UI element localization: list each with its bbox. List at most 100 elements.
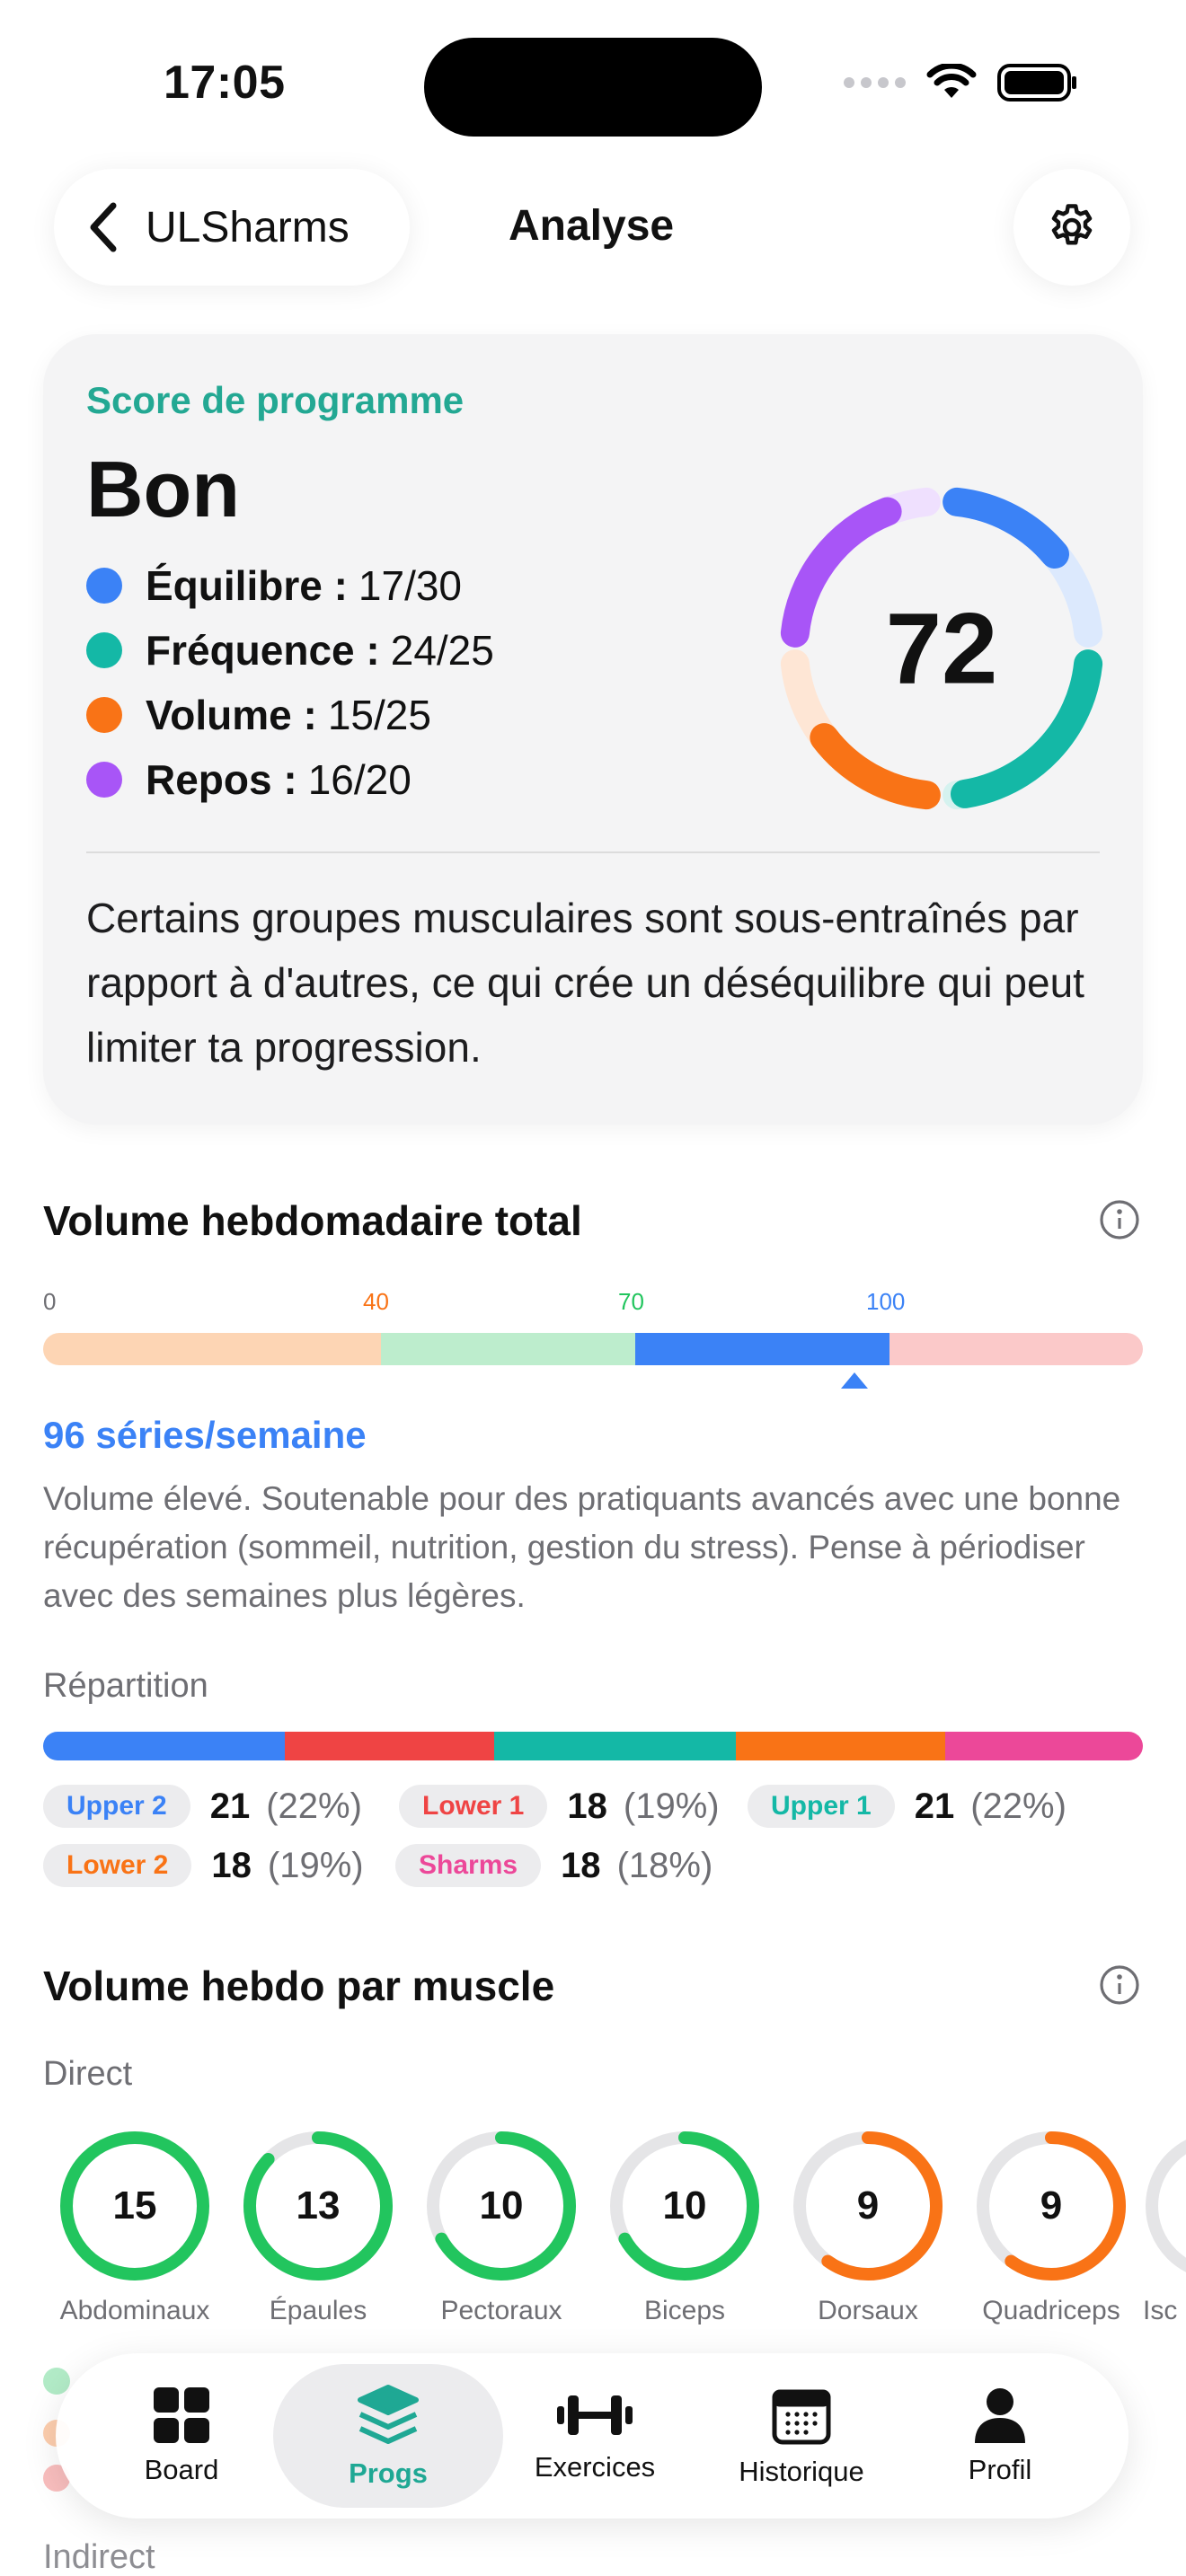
distribution-count: 18 [567, 1786, 607, 1826]
donut-segment [950, 649, 1103, 808]
distribution-count: 18 [211, 1845, 252, 1885]
score-donut-chart: 72 [780, 487, 1103, 810]
calendar-icon [772, 2389, 831, 2445]
distribution-item-upper-2: Upper 2 21 (22%) [43, 1782, 362, 1831]
weekly-volume-title: Volume hebdomadaire total [43, 1197, 582, 1244]
tab-bar: Board Progs Exercices Historique [56, 2353, 1128, 2519]
criteria-name: Repos : [146, 756, 297, 803]
settings-button[interactable] [1013, 169, 1130, 286]
tab-label: Board [144, 2454, 219, 2485]
muscle-name: Isc [1143, 2296, 1178, 2325]
distribution-percent: (19%) [623, 1786, 720, 1826]
indirect-label: Indirect [43, 2538, 155, 2576]
tab-board[interactable]: Board [101, 2364, 262, 2508]
ring-track [1146, 2139, 1186, 2272]
muscle-progress-ring: 9 [791, 2129, 945, 2283]
program-chip: Upper 1 [748, 1785, 895, 1828]
distribution-count: 18 [561, 1845, 601, 1885]
scale-segment-high [635, 1333, 890, 1365]
muscle-rings-row[interactable]: 15 Abdominaux 13 Épaules 10 Pectoraux 10… [43, 2129, 1186, 2335]
muscle-name: Pectoraux [440, 2296, 562, 2325]
muscle-ring-item[interactable]: 10 Pectoraux [410, 2129, 593, 2326]
tab-profil[interactable]: Profil [924, 2364, 1076, 2508]
page-title: Analyse [509, 202, 675, 250]
score-criteria-list: Équilibre : 17/30 Fréquence : 24/25 Volu… [86, 553, 494, 812]
person-icon [975, 2388, 1025, 2443]
back-button-label: ULSharms [146, 203, 350, 251]
score-card-label: Score de programme [86, 379, 465, 421]
distribution-percent: (22%) [266, 1786, 362, 1826]
program-chip: Lower 2 [43, 1844, 192, 1887]
direct-label: Direct [43, 2055, 133, 2093]
volume-marker [841, 1372, 868, 1389]
muscle-ring-item[interactable]: 9 Dorsaux [776, 2129, 960, 2326]
muscle-value: 10 [662, 2183, 707, 2228]
ring-progress [435, 2131, 576, 2280]
info-icon[interactable] [1098, 1963, 1141, 2007]
info-icon[interactable] [1098, 1198, 1141, 1241]
criteria-value: 17/30 [358, 562, 463, 609]
scale-tick-100: 100 [866, 1288, 906, 1315]
muscle-ring-item[interactable]: 13 Épaules [226, 2129, 410, 2326]
legend-row-faded [43, 2368, 70, 2395]
dynamic-island [424, 38, 762, 137]
muscle-ring-item[interactable]: 15 Abdominaux [43, 2129, 226, 2326]
tab-progs[interactable]: Progs [273, 2364, 503, 2508]
muscle-value: 13 [296, 2183, 341, 2228]
muscle-name: Épaules [269, 2296, 367, 2325]
score-description: Certains groupes musculaires sont sous-e… [86, 895, 1084, 1071]
muscle-progress-ring [1143, 2129, 1186, 2283]
ring-progress [243, 2131, 393, 2280]
scale-segment-low [43, 1333, 381, 1365]
criteria-dot [86, 762, 122, 798]
ring-progress [821, 2131, 943, 2280]
muscle-name: Biceps [643, 2296, 726, 2325]
donut-segment [780, 497, 902, 648]
muscle-progress-ring: 13 [241, 2129, 395, 2283]
criteria-frequence: Fréquence : 24/25 [86, 618, 494, 683]
cellular-signal-icon [844, 77, 906, 88]
muscle-progress-ring: 9 [974, 2129, 1128, 2283]
criteria-repos: Repos : 16/20 [86, 747, 494, 812]
ring-progress [1005, 2131, 1126, 2280]
ring-progress [618, 2131, 759, 2280]
tab-exercices[interactable]: Exercices [505, 2364, 685, 2508]
donut-segment [810, 723, 941, 810]
muscle-progress-ring: 10 [424, 2129, 579, 2283]
criteria-value: 15/25 [327, 692, 431, 738]
muscle-value: 9 [1040, 2183, 1063, 2228]
ring-progress [60, 2131, 209, 2280]
muscle-ring-item[interactable]: 10 Biceps [593, 2129, 776, 2326]
tab-historique[interactable]: Historique [703, 2364, 900, 2508]
gear-icon [1051, 204, 1093, 245]
distribution-percent: (19%) [267, 1845, 364, 1885]
muscle-progress-ring: 10 [607, 2129, 762, 2283]
donut-segment [943, 487, 1069, 569]
back-button[interactable]: ULSharms [54, 169, 410, 286]
distribution-segment-upper-2 [43, 1732, 286, 1760]
dumbbell-icon [557, 2395, 633, 2435]
criteria-name: Équilibre : [146, 562, 348, 609]
criteria-dot [86, 697, 122, 733]
criteria-name: Fréquence : [146, 627, 380, 674]
status-time: 17:05 [164, 57, 286, 109]
program-chip: Lower 1 [399, 1785, 548, 1828]
score-value: 72 [886, 593, 998, 705]
distribution-count: 21 [914, 1786, 955, 1826]
weekly-volume-description: Volume élevé. Soutenable pour des pratiq… [43, 1480, 1121, 1614]
program-score-card: Score de programme Bon Équilibre : 17/30… [43, 334, 1143, 1125]
chevron-left-icon [90, 202, 117, 252]
tab-label: Profil [968, 2454, 1032, 2485]
distribution-label: Répartition [43, 1667, 208, 1705]
muscle-ring-item[interactable]: 9 Quadriceps [960, 2129, 1143, 2326]
program-chip: Upper 2 [43, 1785, 190, 1828]
distribution-item-lower-1: Lower 1 18 (19%) [399, 1782, 720, 1831]
distribution-segment-lower-2 [736, 1732, 945, 1760]
tab-label: Exercices [534, 2451, 656, 2483]
distribution-segment-sharms [944, 1732, 1143, 1760]
muscle-ring-item-partial[interactable]: Isc [1143, 2129, 1186, 2326]
layers-icon [358, 2385, 419, 2444]
scale-segment-excessive [890, 1333, 1143, 1365]
tab-label: Historique [739, 2456, 864, 2487]
scale-tick-0: 0 [43, 1288, 57, 1315]
